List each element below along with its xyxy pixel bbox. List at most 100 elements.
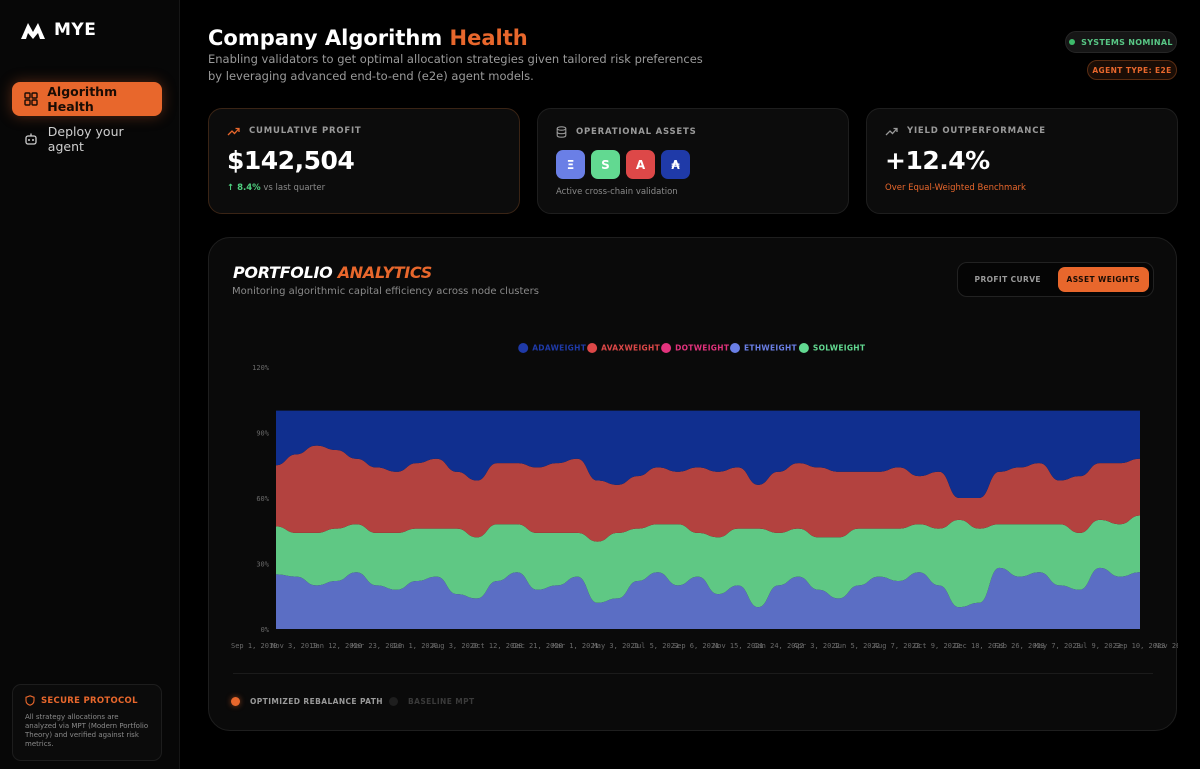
sol-token-icon[interactable]: S <box>591 150 620 179</box>
ada-token-icon[interactable]: ₳ <box>661 150 690 179</box>
sidebar-item-label: Deploy your agent <box>47 124 124 154</box>
sidebar-item-label: Algorithm Health <box>47 84 118 114</box>
asset-token-list: Ξ S A ₳ <box>556 150 830 179</box>
secure-protocol-text: All strategy allocations are analyzed vi… <box>25 713 149 748</box>
status-badge-text: SYSTEMS NOMINAL <box>1081 37 1173 47</box>
analytics-title-accent: ANALYTICS <box>337 263 433 282</box>
portfolio-analytics-panel: PORTFOLIO ANALYTICS Monitoring algorithm… <box>208 237 1178 731</box>
profit-change-suffix: vs last quarter <box>260 183 326 193</box>
page-title-main: Company Algorithm <box>208 26 450 50</box>
legend-marker <box>518 343 529 353</box>
x-tick-label: Sep 10, 2023 <box>1115 642 1166 650</box>
area-ethweight <box>276 567 1140 629</box>
x-tick-label: Jun 1, 2020 <box>392 642 438 650</box>
x-tick-label: Dec 21, 2020 <box>512 642 563 650</box>
x-tick-label: Jul 5, 2021 <box>633 642 679 650</box>
agent-type-badge: AGENT TYPE: E2E <box>1087 60 1177 80</box>
legend-optimized-label: OPTIMIZED REBALANCE PATH <box>250 697 383 706</box>
x-tick-label: Apr 3, 2022 <box>793 642 839 650</box>
x-tick-label: Aug 3, 2020 <box>432 642 478 650</box>
eth-token-icon[interactable]: Ξ <box>556 150 585 179</box>
x-tick-label: Mar 23, 2020 <box>352 642 403 650</box>
logo-icon <box>21 23 45 39</box>
yield-value: +12.4% <box>885 146 990 175</box>
secure-title-text: SECURE PROTOCOL <box>41 695 138 706</box>
sidebar: MYE Algorithm Health Deploy your agent S… <box>0 0 180 769</box>
legend-baseline-label: BASELINE MPT <box>408 697 475 706</box>
x-tick-label: Nov 15, 2021 <box>713 642 764 650</box>
yield-caption: Over Equal-Weighted Benchmark <box>885 183 1026 193</box>
x-tick-label: Feb 26, 2023 <box>994 642 1045 650</box>
trending-up-icon <box>227 127 240 135</box>
legend-label: DOTWEIGHT <box>675 344 730 353</box>
secure-protocol-title: SECURE PROTOCOL <box>25 695 149 706</box>
x-tick-label: Jan 12, 2020 <box>311 642 362 650</box>
legend-marker <box>661 343 672 353</box>
x-tick-label: Sep 1, 2019 <box>231 642 277 650</box>
page-title-accent: Health <box>449 26 528 50</box>
legend-baseline-mpt[interactable]: BASELINE MPT <box>389 697 475 706</box>
analytics-title-main: PORTFOLIO <box>233 263 338 282</box>
y-tick-label: 120% <box>252 364 270 372</box>
avax-token-icon[interactable]: A <box>626 150 655 179</box>
profit-change-value: ↑ 8.4% <box>227 183 261 193</box>
grid-icon <box>24 92 38 107</box>
asset-weights-chart: ADAWEIGHT AVAXWEIGHT DOTWEIGHT ETHWEIGHT SOL… <box>231 343 1178 650</box>
legend-label: ETHWEIGHT <box>744 344 798 353</box>
x-tick-label: Jan 24, 2022 <box>753 642 804 650</box>
x-tick-label: Mar 1, 2021 <box>552 642 598 650</box>
x-tick-label: May 3, 2021 <box>593 642 639 650</box>
analytics-title: PORTFOLIO ANALYTICS <box>233 263 432 282</box>
area-solweight <box>276 515 1140 608</box>
card-label-text: YIELD OUTPERFORMANCE <box>907 126 1046 136</box>
area-adaweight <box>276 410 1140 498</box>
trending-up-icon <box>885 127 898 135</box>
x-tick-label: May 7, 2023 <box>1034 642 1080 650</box>
assets-caption: Active cross-chain validation <box>556 187 678 197</box>
sidebar-item-algorithm-health[interactable]: Algorithm Health <box>12 82 162 116</box>
legend-label: SOLWEIGHT <box>813 344 866 353</box>
operational-assets-card: OPERATIONAL ASSETS Ξ S A ₳ Active cross-… <box>537 108 849 214</box>
logo[interactable]: MYE <box>20 20 96 40</box>
x-tick-label: Dec 18, 2022 <box>954 642 1005 650</box>
profit-change: ↑ 8.4% vs last quarter <box>227 183 501 193</box>
y-tick-label: 60% <box>256 495 269 503</box>
status-dot-icon <box>1069 39 1076 45</box>
card-label-text: OPERATIONAL ASSETS <box>576 127 697 137</box>
y-tick-label: 30% <box>256 561 269 569</box>
legend-marker <box>798 343 809 353</box>
legend-marker <box>587 343 598 353</box>
x-tick-label: Jul 9, 2023 <box>1075 642 1121 650</box>
card-label: CUMULATIVE PROFIT <box>227 126 501 136</box>
legend-marker <box>730 343 740 353</box>
profit-value: $142,504 <box>227 146 355 175</box>
robot-icon <box>24 132 39 147</box>
sidebar-item-deploy-agent[interactable]: Deploy your agent <box>12 122 162 156</box>
area-avaxweight <box>276 445 1140 542</box>
y-tick-label: 90% <box>256 430 269 438</box>
x-tick-label: Oct 9, 2022 <box>914 642 960 650</box>
x-tick-label: Jun 5, 2022 <box>834 642 880 650</box>
profit-curve-tab[interactable]: PROFIT CURVE <box>974 275 1041 284</box>
y-tick-label: 0% <box>261 626 270 634</box>
legend-dot-icon <box>231 697 240 706</box>
x-tick-label: Oct 12, 2020 <box>472 642 523 650</box>
analytics-subtitle: Monitoring algorithmic capital efficienc… <box>232 286 539 297</box>
database-icon <box>556 126 567 138</box>
card-label: OPERATIONAL ASSETS <box>556 126 830 138</box>
page-subtitle: Enabling validators to get optimal alloc… <box>208 52 703 83</box>
asset-weights-tab[interactable]: ASSET WEIGHTS <box>1057 267 1149 292</box>
card-label-text: CUMULATIVE PROFIT <box>249 126 362 136</box>
card-label: YIELD OUTPERFORMANCE <box>885 126 1159 136</box>
page-title: Company Algorithm Health <box>208 26 528 50</box>
x-tick-label: Nov 26, 2023 <box>1155 642 1178 650</box>
legend-label: AVAXWEIGHT <box>601 344 660 353</box>
cumulative-profit-card: CUMULATIVE PROFIT $142,504 ↑ 8.4% vs las… <box>208 108 520 214</box>
panel-divider <box>233 673 1153 674</box>
legend-optimized-path[interactable]: OPTIMIZED REBALANCE PATH <box>231 697 383 706</box>
shield-icon <box>25 695 35 706</box>
yield-outperformance-card: YIELD OUTPERFORMANCE +12.4% Over Equal-W… <box>866 108 1178 214</box>
x-tick-label: Nov 3, 2019 <box>271 642 317 650</box>
secure-protocol-card: SECURE PROTOCOL All strategy allocations… <box>12 684 162 761</box>
